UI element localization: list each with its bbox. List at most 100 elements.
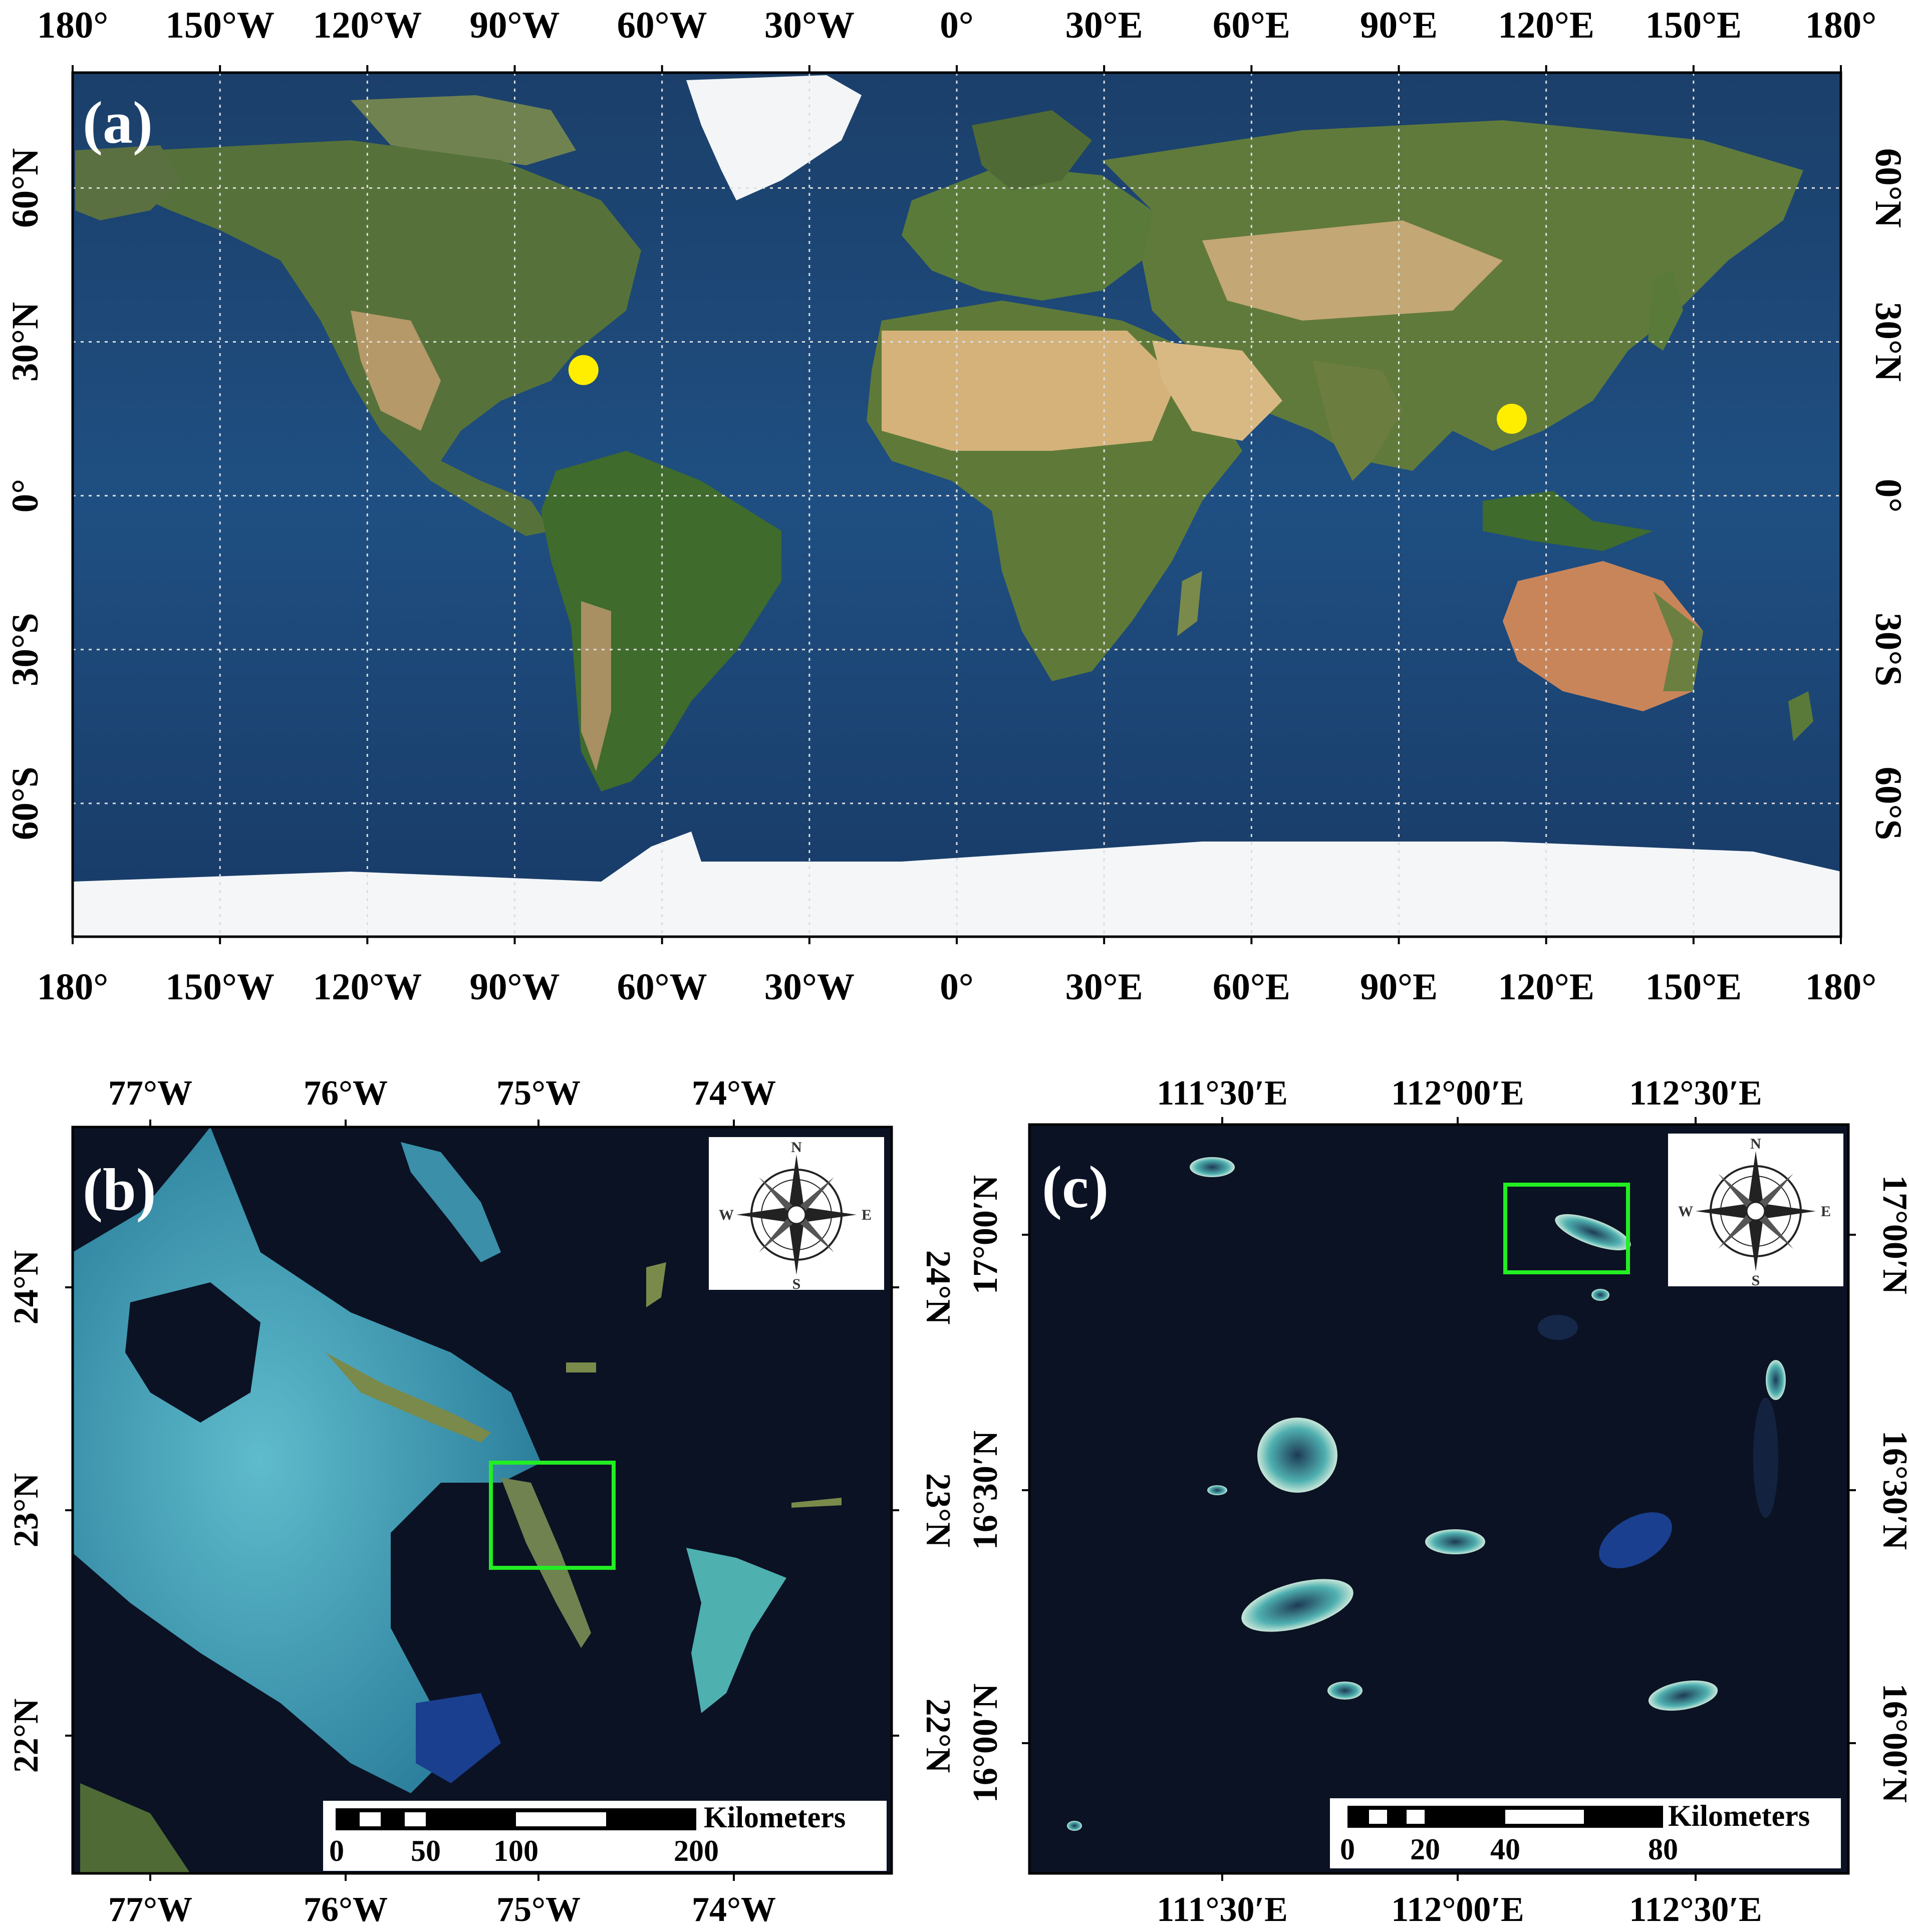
panel-a-right-tick-label: 60°S [1867,766,1909,840]
andros-island [80,1783,190,1873]
panel-c-scalebar-label-2: 40 [1490,1833,1520,1866]
panel-a-bottom-tick-label: 150°E [1646,966,1742,1008]
panel-a-bottom-tick-label: 60°E [1213,966,1290,1008]
compass-c-west: W [1678,1203,1693,1220]
panel-b-top-tick-label: 75°W [496,1074,581,1113]
panel-c-scalebar-label-1: 20 [1410,1833,1440,1866]
central-asia-steppe [1202,220,1503,321]
alaska-landmass [75,145,180,220]
panel-b-frame [71,1126,893,1875]
sahara-desert [882,331,1177,451]
panel-a-bottom-tick-label: 30°W [764,966,855,1008]
panel-c-left-tick-label: 16°00′N [966,1684,1005,1803]
new-zealand-islands [1788,691,1813,741]
panel-c-compass-rose: N S E W [1668,1134,1843,1289]
panel-a-right-tick-label: 30°N [1867,302,1909,382]
panel-a-top-tick-label: 60°E [1213,5,1290,46]
panel-b-bottom-tick-label: 76°W [304,1890,388,1929]
australia-coast-green [1653,591,1703,691]
ragged-island-deep-water [416,1693,501,1783]
cat-island [401,1142,501,1262]
south-america-andes [581,601,611,771]
panel-b-scalebar-label-1: 50 [411,1834,441,1867]
greenland-landmass [686,75,862,200]
compass-b-west: W [719,1207,734,1223]
panel-c-scalebar-label-3: 80 [1648,1833,1678,1866]
panel-c-right-tick-label: 16°30′N [1875,1431,1909,1550]
panel-b-scalebar: Kilometers 0 50 100 200 [323,1801,887,1871]
panel-b-left-tick-label: 22°N [7,1699,46,1773]
panel-a-right-tick-label: 30°S [1867,613,1909,686]
panel-c-right-tick-label: 17°00′N [1875,1175,1909,1294]
madagascar-island [1177,571,1202,636]
panel-b-left-tick-label: 24°N [7,1250,46,1325]
panel-c-label: (c) [1042,1154,1109,1220]
panel-c-scalebar: Kilometers 0 20 40 80 [1330,1798,1841,1868]
panel-a-bottom-tick-label: 30°E [1065,966,1143,1008]
compass-c-north: N [1750,1136,1761,1152]
panel-c-paracel-islands-map: N S E W Kilometers 0 20 40 80 (c) 111°30… [966,1074,1909,1929]
panel-a-right-tick-label: 0° [1867,479,1909,513]
north-reef-large-atoll [1257,1418,1337,1493]
panel-a-bottom-tick-label: 150°W [165,966,275,1008]
panel-b-top-ticks: 77°W 76°W 75°W 74°W [108,1074,776,1127]
panel-a-top-tick-label: 150°E [1646,5,1742,46]
panel-b-right-tick-label: 22°N [919,1699,957,1773]
discovery-reef-atoll [1241,1579,1353,1632]
europe-landmass [902,165,1152,301]
panel-a-bottom-tick-label: 120°W [313,966,422,1008]
compass-b-north: N [791,1139,802,1156]
south-china-sea-study-site-marker [1497,404,1527,434]
southeast-asia-islands [1483,491,1653,551]
submerged-bank-north [1538,1315,1578,1340]
long-island-bahamas [501,1478,591,1648]
panel-c-left-tick-label: 17°00′N [966,1175,1005,1294]
panel-b-left-tick-label: 23°N [7,1473,46,1548]
passu-keah-islet [1327,1682,1362,1700]
panel-c-bottom-tick-label: 112°00′E [1391,1890,1524,1929]
panel-c-right-tick-label: 16°00′N [1875,1684,1909,1803]
panel-b-bottom-tick-label: 75°W [496,1890,581,1929]
india-subcontinent [1312,361,1403,481]
panel-b-scalebar-label-2: 100 [493,1834,538,1867]
deep-tongue-of-ocean [125,1282,260,1423]
rum-cay [566,1362,596,1372]
panel-a-top-tick-label: 150°W [165,5,275,46]
panel-c-left-tick-label: 16°30′N [966,1431,1005,1550]
panel-c-left-ticks: 17°00′N 16°30′N 16°00′N [966,1175,1029,1803]
panel-a-bottom-tick-label: 90°E [1360,966,1438,1008]
panel-b-right-tick-label: 24°N [919,1250,957,1325]
bahamas-study-area-box [489,1461,616,1570]
panel-b-label: (b) [83,1156,156,1223]
amphitrite-group-island [1555,1214,1631,1251]
vuladdore-reef [1648,1680,1718,1711]
compass-c-east: E [1821,1203,1831,1220]
north-reef-atoll [1190,1157,1235,1177]
panel-a-bottom-ticks: 180° 150°W 120°W 90°W 60°W 30°W 0° 30°E 60°E 90°E… [37,937,1876,1008]
panel-b-compass-rose: N S E W [709,1137,884,1292]
panel-b-bahamas-map: N S E W Kilometers 0 50 100 200 (b) 77°W… [7,1074,957,1929]
panel-c-top-tick-label: 112°30′E [1629,1074,1762,1113]
panel-a-right-tick-label: 60°N [1867,148,1909,228]
panel-b-scalebar-unit: Kilometers [704,1801,846,1834]
arabian-peninsula [1152,341,1282,441]
panel-a-top-ticks: 180° 150°W 120°W 90°W 60°W 30°W 0° 30°E 60°E 90°E… [37,5,1876,73]
panel-a-right-ticks: 60°N 30°N 0° 30°S 60°S [1867,148,1909,840]
panel-c-right-ticks: 17°00′N 16°30′N 16°00′N [1848,1175,1909,1803]
panel-a-top-tick-label: 180° [37,5,109,46]
panel-c-frame [1028,1123,1850,1875]
scandinavia-landmass [972,110,1092,190]
crescent-atoll [1425,1529,1485,1554]
panel-c-bottom-tick-label: 111°30′E [1157,1890,1288,1929]
panel-c-scalebar-unit: Kilometers [1668,1799,1810,1832]
panel-b-left-ticks: 24°N 23°N 22°N [7,1250,73,1773]
panel-b-right-ticks: 24°N 23°N 22°N [892,1250,957,1773]
panel-c-bottom-ticks: 111°30′E 112°00′E 112°30′E [1157,1873,1762,1929]
panel-a-top-tick-label: 30°W [764,5,855,46]
panel-c-top-ticks: 111°30′E 112°00′E 112°30′E [1157,1074,1762,1125]
panel-b-top-tick-label: 76°W [304,1074,388,1113]
panel-a-top-tick-label: 60°W [617,5,707,46]
panel-c-bottom-tick-label: 112°30′E [1629,1890,1762,1929]
panel-b-scalebar-label-3: 200 [674,1834,719,1867]
